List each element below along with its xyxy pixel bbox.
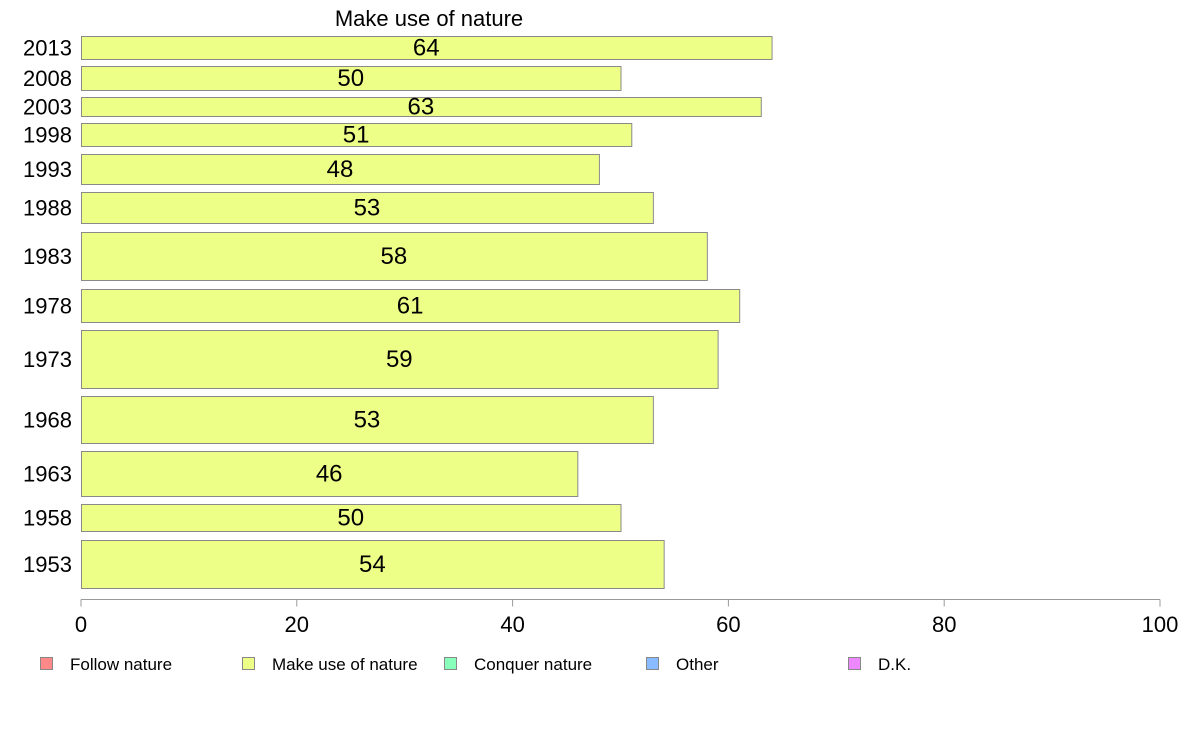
bar-1983 (81, 232, 708, 281)
bar-value-label-1993: 48 (327, 156, 354, 183)
x-axis: 0 20 40 60 80 100 (75, 599, 1179, 637)
chart-title: Make use of nature (335, 6, 523, 31)
bar-1988 (81, 192, 654, 224)
x-tick-label-20: 20 (285, 612, 309, 637)
legend-swatch-make-use-of-nature (242, 657, 255, 670)
legend-label-make-use-of-nature: Make use of nature (272, 655, 418, 674)
y-tick-label-1998: 1998 (23, 123, 72, 148)
y-tick-label-1963: 1963 (23, 462, 72, 487)
bar-2013 (81, 36, 773, 60)
bar-1953 (81, 540, 665, 589)
y-tick-label-2013: 2013 (23, 36, 72, 61)
bar-2003 (81, 97, 762, 117)
y-tick-label-1978: 1978 (23, 294, 72, 319)
bars: 2013 64 2008 50 2003 63 1998 51 1993 48 1988 53 1983… (23, 35, 773, 589)
bar-value-label-2008: 50 (337, 65, 364, 92)
legend-label-other: Other (676, 655, 719, 674)
bar-value-label-2003: 63 (408, 94, 435, 121)
bar-value-label-1973: 59 (386, 346, 413, 373)
bar-1973 (81, 330, 719, 389)
bar-value-label-1978: 61 (397, 293, 424, 320)
x-tick-label-100: 100 (1142, 612, 1179, 637)
legend-swatch-follow-nature (40, 657, 53, 670)
legend-swatch-conquer-nature (444, 657, 457, 670)
bar-1998 (81, 123, 633, 147)
legend-label-conquer-nature: Conquer nature (474, 655, 592, 674)
bar-value-label-1963: 46 (316, 461, 343, 488)
bar-1958 (81, 504, 622, 532)
bar-1963 (81, 451, 579, 497)
bar-value-label-1968: 53 (354, 407, 381, 434)
x-tick-label-0: 0 (75, 612, 87, 637)
legend-label-follow-nature: Follow nature (70, 655, 172, 674)
y-tick-label-1988: 1988 (23, 196, 72, 221)
bar-value-label-1958: 50 (337, 505, 364, 532)
bar-value-label-1953: 54 (359, 551, 386, 578)
legend-swatch-other (646, 657, 659, 670)
bar-value-label-1998: 51 (343, 122, 370, 149)
bar-value-label-1983: 58 (381, 243, 408, 270)
x-tick-label-60: 60 (716, 612, 740, 637)
legend-swatch-d-k (848, 657, 861, 670)
y-tick-label-2003: 2003 (23, 95, 72, 120)
x-tick-label-80: 80 (932, 612, 956, 637)
bar-value-label-2013: 64 (413, 35, 440, 62)
bar-2008 (81, 66, 622, 91)
y-tick-label-1968: 1968 (23, 408, 72, 433)
y-tick-label-1953: 1953 (23, 552, 72, 577)
x-tick-label-40: 40 (500, 612, 524, 637)
bar-1978 (81, 289, 741, 323)
y-tick-label-1983: 1983 (23, 244, 72, 269)
y-tick-label-1958: 1958 (23, 506, 72, 531)
y-tick-label-1993: 1993 (23, 157, 72, 182)
bar-1993 (81, 154, 600, 185)
legend-label-d-k: D.K. (878, 655, 911, 674)
bar-1968 (81, 396, 654, 444)
y-tick-label-2008: 2008 (23, 66, 72, 91)
legend: Follow nature Make use of nature Conquer n… (40, 655, 911, 674)
bar-value-label-1988: 53 (354, 195, 381, 222)
y-tick-label-1973: 1973 (23, 347, 72, 372)
